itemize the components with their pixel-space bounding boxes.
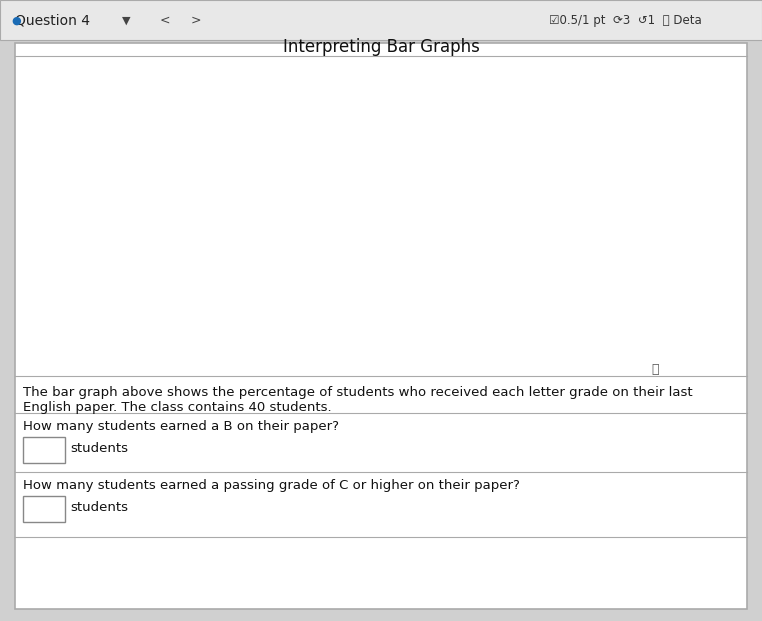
Text: The bar graph above shows the percentage of students who received each letter gr: The bar graph above shows the percentage… <box>23 386 693 399</box>
Bar <box>248 153 297 366</box>
Text: students: students <box>70 443 128 455</box>
Text: Question 4: Question 4 <box>15 14 90 27</box>
Text: 🔍: 🔍 <box>652 363 659 376</box>
Text: >: > <box>190 14 201 27</box>
Text: How many students earned a passing grade of C or higher on their paper?: How many students earned a passing grade… <box>23 479 520 492</box>
Y-axis label: Percent: Percent <box>186 191 200 243</box>
Text: students: students <box>70 502 128 514</box>
Bar <box>579 224 629 366</box>
Text: ▼: ▼ <box>122 16 130 25</box>
Text: ☑0.5/1 pt  ⟳3  ↺1  ⓘ Deta: ☑0.5/1 pt ⟳3 ↺1 ⓘ Deta <box>549 14 701 27</box>
Text: English paper. The class contains 40 students.: English paper. The class contains 40 stu… <box>23 401 331 414</box>
Text: Interpreting Bar Graphs: Interpreting Bar Graphs <box>283 38 479 55</box>
Text: <: < <box>160 14 171 27</box>
Text: ●: ● <box>11 16 21 25</box>
Text: How many students earned a B on their paper?: How many students earned a B on their pa… <box>23 420 339 433</box>
Bar <box>469 224 518 366</box>
Bar <box>358 153 408 366</box>
